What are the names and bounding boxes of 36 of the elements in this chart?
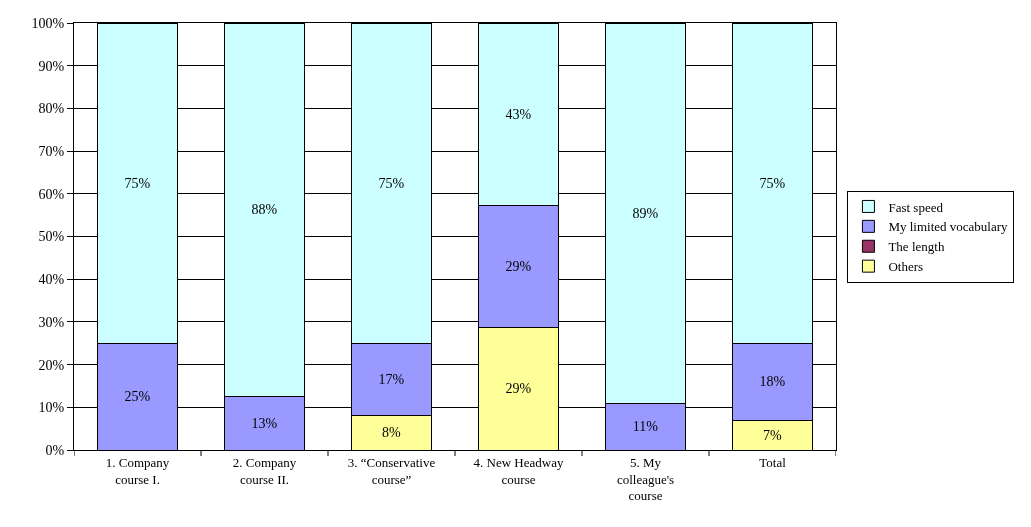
y-tick-label: 0% — [45, 442, 65, 458]
data-label: 7% — [763, 427, 782, 443]
data-label: 75% — [759, 175, 786, 191]
legend-label: Others — [888, 259, 924, 275]
data-label: 8% — [382, 425, 402, 441]
data-label: 43% — [505, 106, 532, 122]
legend-label: The length — [888, 239, 945, 255]
y-tick-label: 100% — [31, 15, 65, 31]
legend-label: Fast speed — [888, 199, 944, 215]
y-tick-label: 30% — [38, 314, 65, 330]
y-tick-label: 10% — [38, 400, 65, 416]
data-label: 11% — [632, 419, 659, 435]
y-tick-label: 50% — [38, 229, 65, 245]
y-tick-label: 20% — [38, 357, 65, 373]
data-label: 17% — [378, 372, 405, 388]
y-tick-label: 60% — [38, 186, 65, 202]
x-tick-label: Total — [759, 454, 787, 470]
data-label: 88% — [251, 202, 278, 218]
x-tick-label: 5. My colleague's course — [616, 454, 675, 504]
x-tick-label: 2. Company course II. — [232, 454, 297, 487]
data-label: 75% — [378, 175, 405, 191]
data-label: 13% — [251, 415, 278, 431]
data-label: 29% — [505, 381, 532, 397]
x-tick-label: 3. “Conservative course” — [347, 454, 436, 487]
legend-label: My limited vocabulary — [888, 219, 1009, 235]
x-tick-label: 1. Company course I. — [105, 454, 170, 487]
data-label: 29% — [505, 259, 532, 275]
data-label: 18% — [759, 374, 786, 390]
y-tick-label: 40% — [38, 272, 65, 288]
y-tick-label: 70% — [38, 144, 65, 159]
data-label: 89% — [632, 205, 659, 221]
y-tick-label: 90% — [38, 58, 65, 74]
y-tick-label: 80% — [38, 101, 65, 117]
data-label: 75% — [124, 175, 151, 191]
x-tick-label: 4. New Headway course — [473, 454, 564, 487]
data-label: 25% — [124, 389, 151, 405]
